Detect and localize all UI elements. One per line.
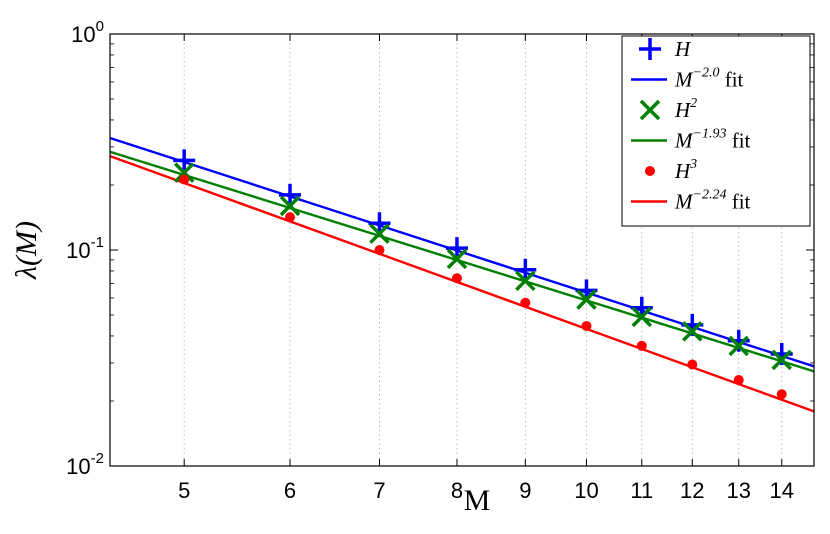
legend-entry-0: H [639, 37, 692, 61]
legend-label: H [674, 37, 692, 61]
y-axis-title: λ(M) [10, 221, 43, 280]
series-2-point [173, 162, 195, 183]
series-4-point [581, 320, 592, 331]
axis-ticks [110, 33, 814, 467]
legend-entry-3: M−1.93 fit [631, 127, 751, 153]
x-tick-label: 10 [574, 478, 598, 503]
x-tick-label: 6 [284, 478, 296, 503]
series-4-point [636, 340, 647, 351]
series-4-point [687, 359, 698, 370]
series-0-point [279, 183, 302, 206]
series-0-point [727, 329, 750, 352]
legend-marker-swatch [639, 99, 661, 121]
series-0-point [173, 149, 196, 172]
series-4-point [285, 212, 296, 223]
legend-label: H2 [674, 96, 697, 122]
series-0-point [445, 237, 468, 260]
series-2-point [576, 289, 597, 310]
x-tick-label: 14 [770, 478, 794, 503]
x-axis-title: M [464, 484, 491, 517]
legend-label: M−1.93 fit [674, 127, 751, 153]
tick-labels: 5 6 7 8 9 10 11 12 13 14 10-2 10-1 100 [66, 18, 794, 503]
series-0-point [514, 258, 537, 281]
legend-label: M−2.0 fit [674, 66, 744, 92]
x-tick-label: 11 [630, 478, 653, 503]
x-tick-label: 9 [519, 478, 531, 503]
y-tick-label: 10-2 [66, 450, 104, 479]
y-tick-label: 100 [71, 18, 104, 47]
legend-entry-2: H2 [639, 96, 697, 122]
series-2-point [682, 321, 703, 342]
series-2-point [515, 270, 536, 292]
series-4-point [451, 273, 462, 284]
series-4-point [179, 174, 190, 185]
legend: H M−2.0 fit H2 M−1.93 fit H3 M−2.24 fit [621, 35, 811, 227]
legend-box [621, 35, 811, 227]
series-4-point [776, 389, 787, 400]
x-tick-label: 8 [451, 478, 463, 503]
series-line-5 [109, 154, 815, 413]
x-tick-label: 7 [373, 478, 385, 503]
legend-entry-4: H3 [645, 157, 697, 183]
x-tick-label: 13 [726, 478, 750, 503]
series-0-point [368, 212, 391, 235]
legend-marker-swatch [645, 166, 655, 176]
series-2-point [771, 349, 792, 371]
y-tick-label: 10-1 [66, 234, 104, 263]
series-2-point [631, 306, 653, 328]
series-2-point [279, 195, 301, 217]
legend-marker-swatch [639, 38, 661, 60]
series-4-point [520, 297, 531, 308]
x-tick-label: 12 [680, 478, 704, 503]
legend-entry-5: M−2.24 fit [631, 188, 751, 214]
series-4-point [733, 375, 744, 386]
series-2-point [728, 335, 749, 357]
legend-entry-1: M−2.0 fit [631, 66, 744, 92]
legend-label: M−2.24 fit [674, 188, 751, 214]
series-2-point [446, 248, 468, 270]
legend-label: H3 [674, 157, 697, 183]
series-markers [173, 149, 793, 400]
series-4-point [374, 245, 385, 255]
x-tick-label: 5 [178, 478, 190, 503]
series-2-point [369, 223, 390, 244]
